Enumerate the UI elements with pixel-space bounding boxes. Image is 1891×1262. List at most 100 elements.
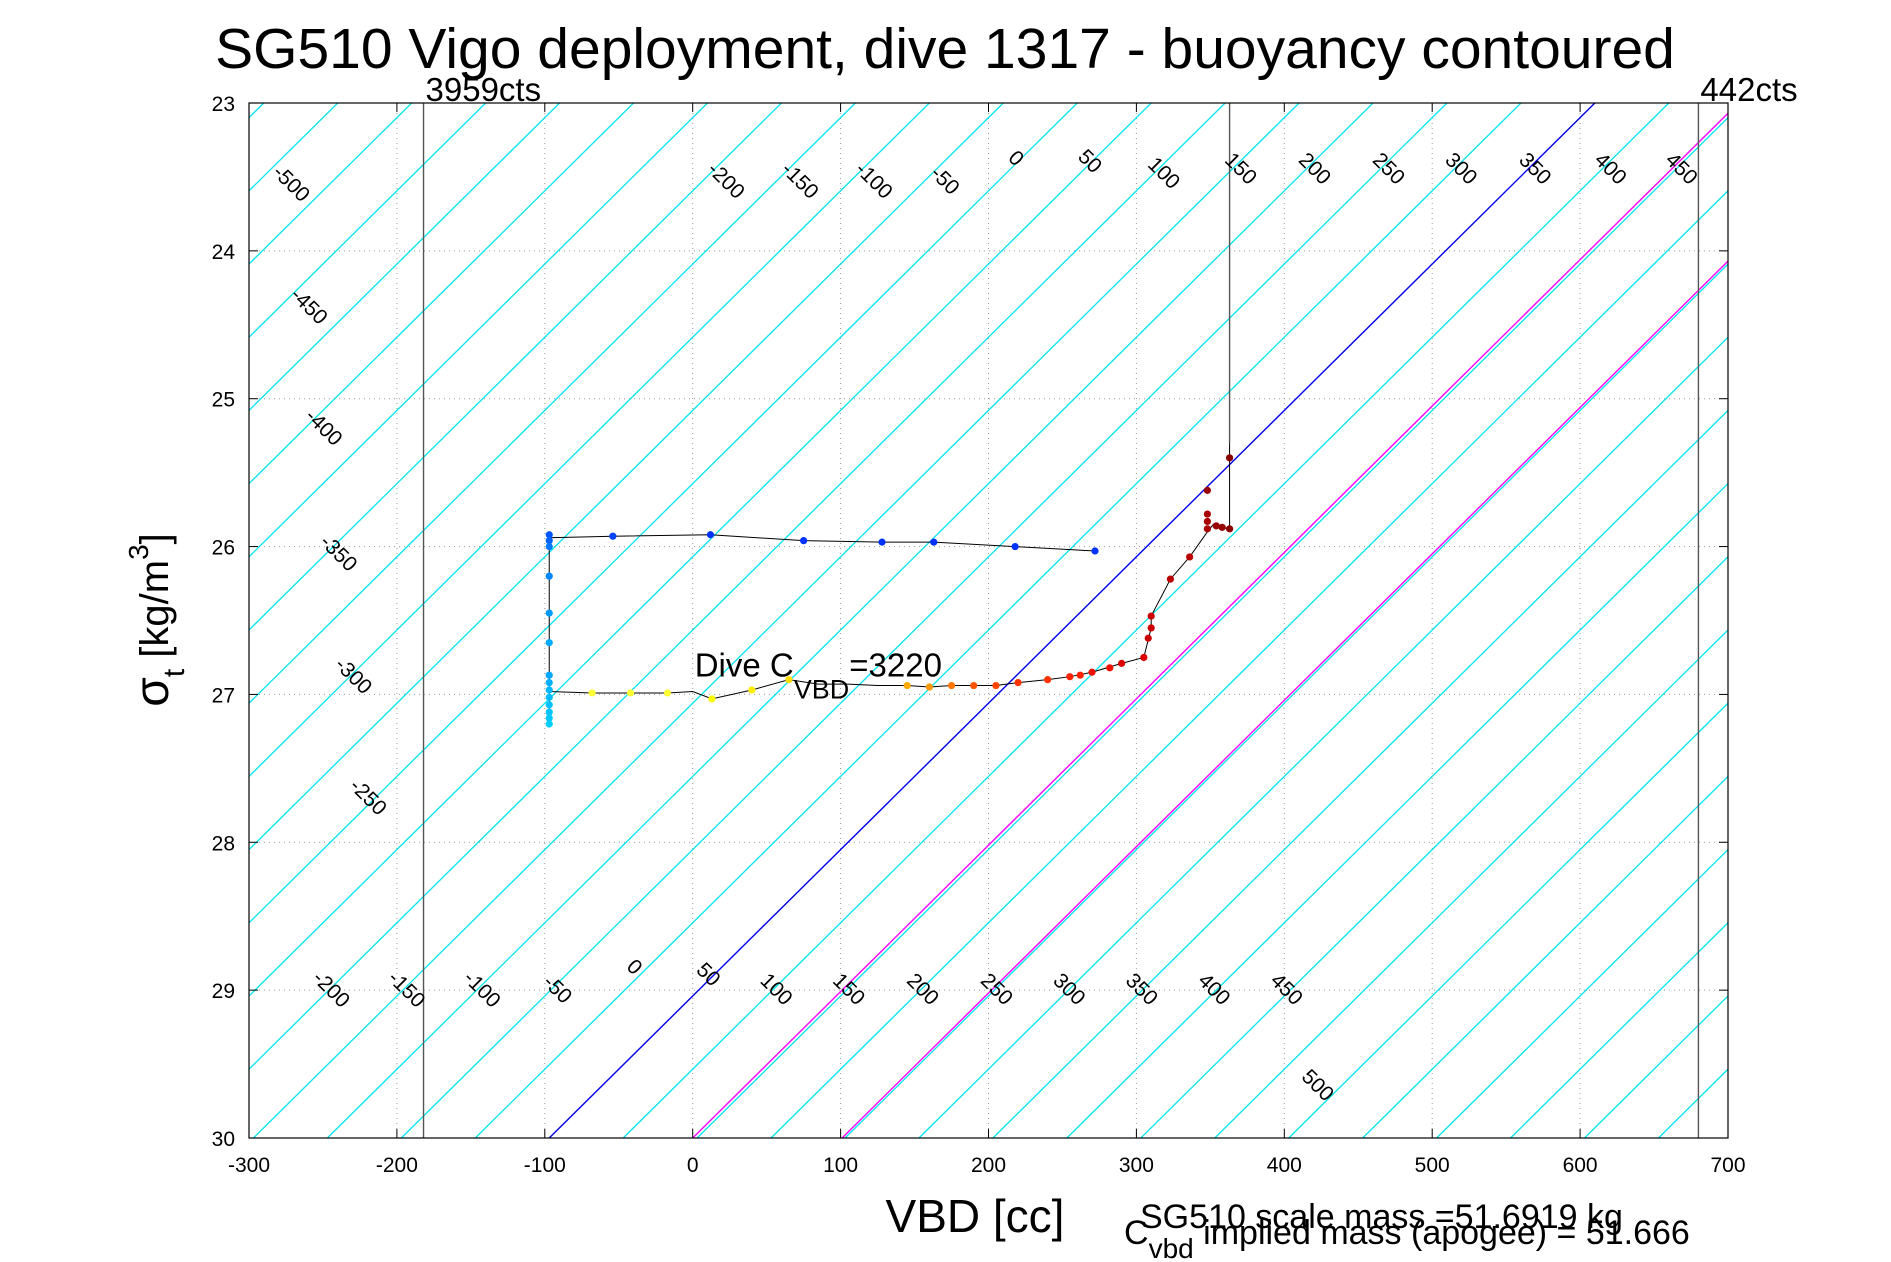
contour-label: 50 — [692, 958, 725, 991]
ascent-point — [1203, 525, 1211, 533]
descent-point — [545, 686, 553, 694]
contour-label: 0 — [1004, 146, 1028, 171]
ascent-point — [1106, 664, 1114, 672]
ascent-point — [748, 686, 756, 694]
y-tick-label: 29 — [212, 980, 235, 1003]
buoyancy-contour — [1510, 921, 1728, 1138]
x-tick-label: 400 — [1267, 1154, 1302, 1177]
contour-label: -50 — [926, 162, 964, 200]
buoyancy-contour — [249, 103, 634, 485]
y-axis-label: σt [kg/m3] — [123, 533, 191, 707]
buoyancy-contour — [249, 103, 782, 631]
contour-label: -100 — [459, 967, 505, 1013]
descent-point — [545, 701, 553, 709]
x-axis-label: VBD [cc] — [886, 1190, 1065, 1242]
zero-buoyancy-contour — [548, 103, 1596, 1138]
contour-label: -50 — [538, 971, 576, 1009]
contour-label: 400 — [1590, 148, 1631, 189]
contour-label: -150 — [383, 967, 429, 1013]
contour-label: 250 — [976, 969, 1017, 1010]
x-tick-label: 300 — [1119, 1154, 1154, 1177]
buoyancy-contour — [1288, 702, 1728, 1138]
buoyancy-contour — [1732, 103, 1891, 1138]
ascent-point — [1014, 679, 1022, 687]
contour-label: -500 — [268, 161, 314, 207]
descent-point — [706, 531, 715, 539]
descent-point — [545, 537, 553, 545]
contour-label: 0 — [622, 955, 646, 980]
footer-symbol: C — [1124, 1214, 1149, 1252]
contour-label: 500 — [1297, 1065, 1338, 1106]
descent-point — [545, 531, 553, 539]
x-tick-label: 0 — [687, 1154, 699, 1177]
count-limit-label: 442cts — [1700, 71, 1797, 108]
x-tick-label: 100 — [823, 1154, 858, 1177]
contour-label: 400 — [1193, 969, 1234, 1010]
contour-label: -200 — [703, 158, 749, 204]
ascent-point — [1118, 659, 1126, 667]
ascent-point — [1225, 525, 1234, 533]
buoyancy-contour — [1584, 995, 1728, 1138]
ascent-point — [903, 681, 911, 690]
y-tick-label: 28 — [212, 832, 235, 855]
chart-title: SG510 Vigo deployment, dive 1317 - buoya… — [215, 17, 1675, 81]
buoyancy-contour — [1140, 555, 1728, 1138]
ascent-point — [1203, 486, 1211, 494]
descent-point — [545, 720, 553, 728]
buoyancy-contour — [918, 336, 1728, 1138]
contour-label: 150 — [1220, 148, 1261, 189]
buoyancy-contour — [249, 103, 930, 778]
buoyancy-contour — [1066, 482, 1728, 1138]
y-axis-symbol: σ — [126, 677, 179, 707]
contour-label: -450 — [286, 283, 332, 329]
contour-label: 350 — [1514, 148, 1555, 189]
contour-label: -100 — [851, 158, 897, 204]
contour-label: 100 — [756, 969, 797, 1010]
contour-label: -250 — [345, 774, 391, 820]
ascent-point — [1088, 668, 1096, 676]
descent-point — [545, 708, 553, 716]
annotation-text: Dive C — [695, 646, 794, 683]
reference-lines — [422, 103, 1728, 1138]
y-axis-unit-open: [kg/m — [133, 560, 177, 669]
ascent-point — [1144, 634, 1152, 642]
contour-label: 300 — [1440, 148, 1481, 189]
buoyancy-contours — [249, 103, 1891, 1138]
descent-point — [545, 542, 553, 551]
contour-label: 200 — [902, 969, 943, 1010]
ascent-point — [1140, 653, 1148, 662]
ascent-point — [1066, 673, 1074, 681]
ascent-point — [663, 689, 672, 697]
ascent-point — [1212, 522, 1220, 530]
y-tick-label: 23 — [212, 93, 235, 116]
contour-label: 50 — [1073, 145, 1106, 178]
y-tick-label: 25 — [212, 389, 235, 412]
x-tick-label: 200 — [971, 1154, 1006, 1177]
annotation-subscript: VBD — [794, 674, 850, 704]
x-tick-label: 700 — [1710, 1154, 1745, 1177]
buoyancy-contour — [249, 103, 708, 558]
buoyancy-contour — [770, 189, 1728, 1138]
ascent-point — [708, 695, 716, 703]
ascent-point — [992, 681, 1000, 690]
ascent-point — [1203, 517, 1211, 526]
ascent-point — [1044, 676, 1052, 684]
footer-scale-mass: SG510 scale mass =51.6919 kg — [1140, 1198, 1623, 1236]
descent-point — [545, 714, 553, 722]
ascent-point — [1203, 510, 1211, 518]
contour-label: -150 — [777, 158, 823, 204]
buoyancy-contour — [249, 103, 487, 339]
ascent-point — [1147, 612, 1155, 620]
contour-label: 250 — [1368, 148, 1409, 189]
buoyancy-contour — [1806, 103, 1891, 1138]
contour-label: -400 — [301, 405, 347, 451]
count-limit-label: 3959cts — [426, 71, 542, 108]
buoyancy-contour — [249, 103, 413, 265]
ascent-point — [1225, 454, 1234, 462]
buoyancy-contour — [992, 409, 1728, 1138]
contour-label: 150 — [828, 969, 869, 1010]
contour-label: 450 — [1266, 969, 1307, 1010]
descent-point — [545, 639, 553, 647]
ascent-point — [970, 681, 978, 690]
